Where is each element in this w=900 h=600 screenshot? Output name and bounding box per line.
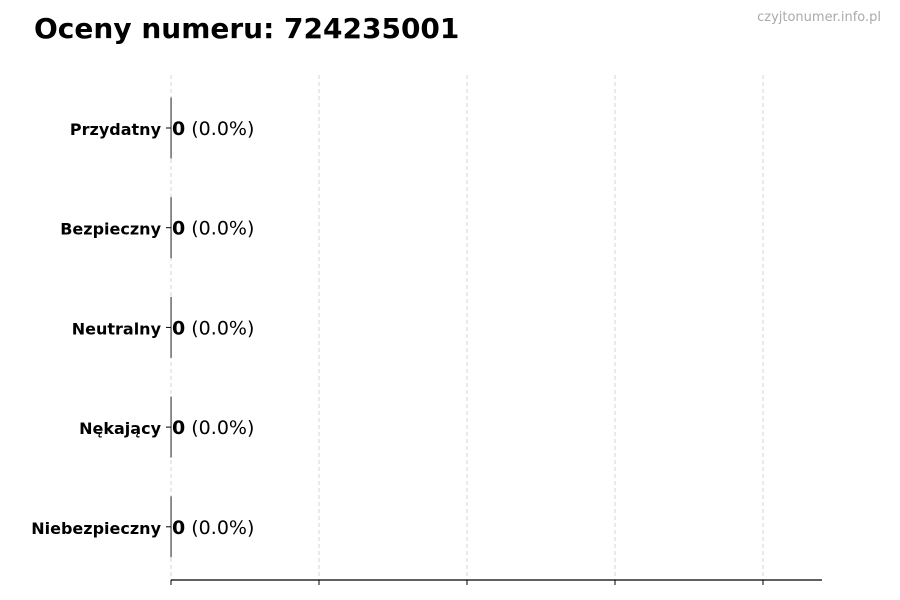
value-label: 0 (0.0%) (172, 118, 254, 140)
category-label: Nękający (79, 419, 161, 438)
category-label: Bezpieczny (60, 220, 161, 239)
value-count: 0 (172, 517, 185, 539)
value-percent: (0.0%) (185, 218, 254, 240)
value-percent: (0.0%) (185, 417, 254, 439)
value-label: 0 (0.0%) (172, 218, 254, 240)
value-count: 0 (172, 118, 185, 140)
value-label: 0 (0.0%) (172, 517, 254, 539)
value-count: 0 (172, 317, 185, 339)
value-count: 0 (172, 417, 185, 439)
chart-title: Oceny numeru: 724235001 (34, 12, 460, 45)
category-label: Niebezpieczny (31, 519, 161, 538)
value-percent: (0.0%) (185, 118, 254, 140)
value-count: 0 (172, 218, 185, 240)
category-label: Neutralny (72, 319, 162, 338)
value-percent: (0.0%) (185, 517, 254, 539)
watermark: czyjtonumer.info.pl (757, 10, 881, 25)
value-percent: (0.0%) (185, 317, 254, 339)
category-label: Przydatny (70, 120, 162, 139)
value-label: 0 (0.0%) (172, 317, 254, 339)
value-label: 0 (0.0%) (172, 417, 254, 439)
